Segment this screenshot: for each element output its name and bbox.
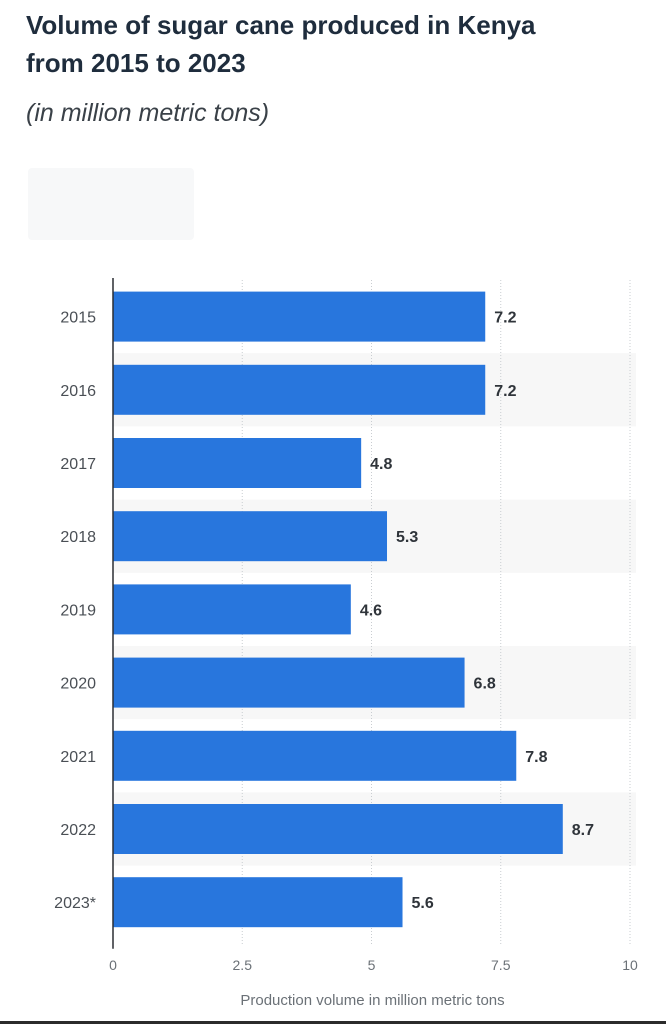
x-axis-title: Production volume in million metric tons — [240, 992, 504, 1009]
value-label: 5.6 — [412, 895, 434, 912]
bar — [113, 364, 486, 415]
bar-chart: 2015 7.2 2016 7.2 2017 4.8 2018 5.3 2019 4.6 2020 6… — [54, 278, 638, 1009]
bar — [113, 584, 351, 635]
value-label: 7.8 — [525, 749, 547, 766]
bar — [113, 438, 362, 488]
category-label: 2017 — [60, 456, 96, 473]
value-label: 7.2 — [494, 383, 516, 400]
category-label: 2018 — [60, 529, 96, 546]
chart-title: Volume of sugar cane produced in Kenya f… — [26, 10, 536, 78]
category-label: 2020 — [60, 676, 96, 693]
category-label: 2022 — [60, 822, 96, 839]
x-tick-label: 0 — [109, 957, 117, 973]
bar — [113, 804, 563, 854]
bar — [113, 657, 465, 708]
chart-subtitle: (in million metric tons) — [26, 99, 270, 127]
category-label: 2023* — [54, 895, 96, 912]
value-label: 6.8 — [474, 676, 496, 693]
x-tick-label: 7.5 — [491, 957, 511, 973]
value-label: 7.2 — [494, 310, 516, 327]
bar — [113, 511, 388, 562]
value-label: 8.7 — [572, 822, 594, 839]
bar — [113, 877, 403, 928]
bar — [113, 730, 517, 781]
value-label: 4.8 — [370, 456, 392, 473]
bars — [113, 291, 563, 928]
category-label: 2021 — [60, 749, 96, 766]
category-label: 2016 — [60, 383, 96, 400]
x-tick-label: 2.5 — [233, 957, 253, 973]
x-tick-label: 5 — [368, 957, 376, 973]
labels: 2015 7.2 2016 7.2 2017 4.8 2018 5.3 2019 4.6 2020 6… — [54, 310, 594, 913]
category-label: 2015 — [60, 310, 96, 327]
x-tick-label: 10 — [622, 957, 638, 973]
bar — [113, 291, 486, 342]
value-label: 4.6 — [360, 602, 382, 619]
x-axis-ticks: 0 2.5 5 7.5 10 — [109, 957, 638, 973]
blurred-region — [28, 168, 194, 240]
category-label: 2019 — [60, 602, 96, 619]
value-label: 5.3 — [396, 529, 418, 546]
